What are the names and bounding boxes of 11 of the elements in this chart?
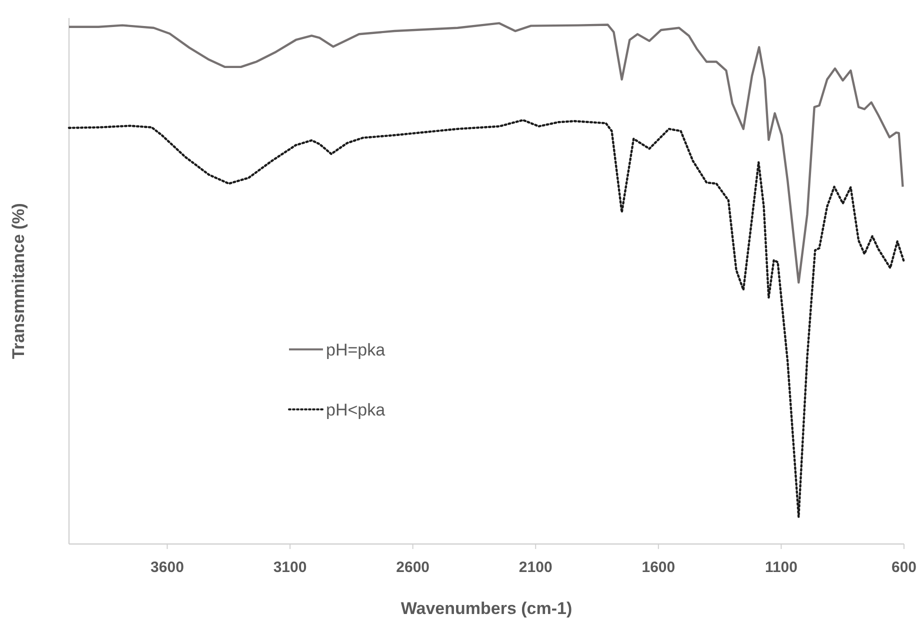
y-axis-title: Transmmitance (%)	[9, 203, 28, 359]
x-tick-label: 2100	[518, 559, 552, 576]
x-axis-title: Wavenumbers (cm-1)	[400, 599, 572, 618]
legend-label: pH<pka	[326, 400, 386, 420]
x-tick-label: 3100	[273, 559, 307, 576]
legend-label: pH=pka	[326, 340, 386, 360]
x-tick-label: 3600	[150, 559, 184, 576]
x-tick-label: 2600	[396, 559, 430, 576]
x-tick-label: 600	[891, 559, 917, 576]
x-tick-label: 1600	[642, 559, 676, 576]
x-tick-label: 1100	[764, 559, 798, 576]
